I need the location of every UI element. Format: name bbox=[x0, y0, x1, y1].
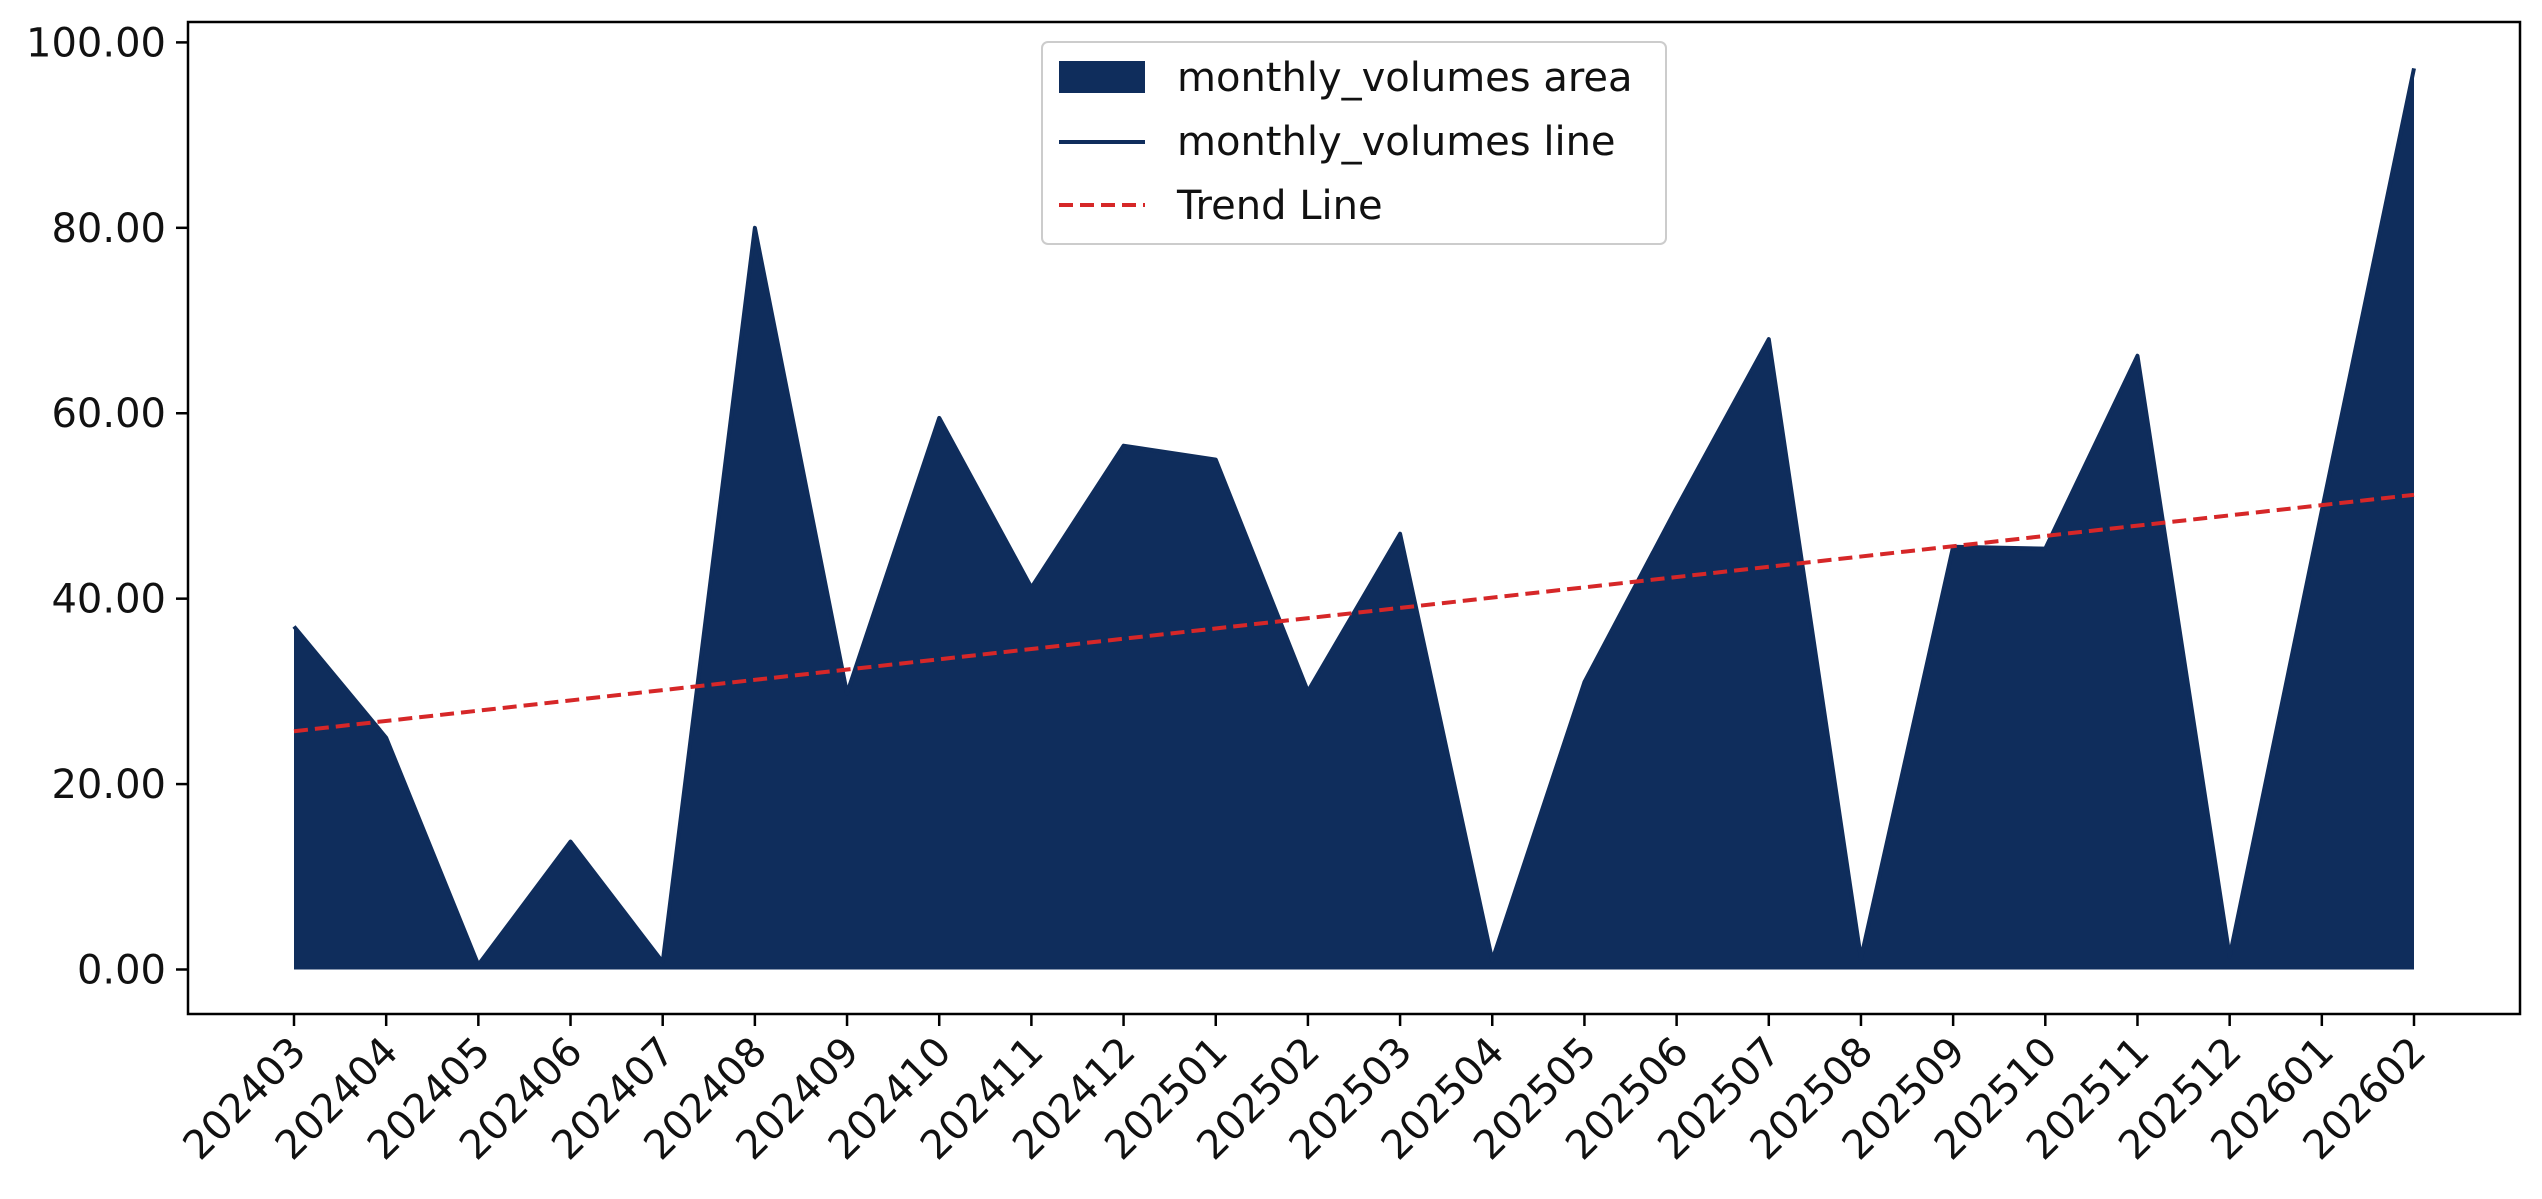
legend-label-line: monthly_volumes line bbox=[1177, 119, 1616, 165]
trend-line bbox=[293, 492, 2415, 734]
plot-frame bbox=[186, 20, 2522, 1016]
y-tick-label: 80.00 bbox=[51, 206, 166, 252]
y-axis: 0.00 20.00 40.00 60.00 80.00 100.00 bbox=[26, 20, 188, 993]
area-layer bbox=[294, 68, 2414, 970]
legend: monthly_volumes area monthly_volumes lin… bbox=[1041, 41, 1667, 245]
legend-area-swatch bbox=[1059, 61, 1145, 93]
area-fill bbox=[294, 68, 2414, 970]
y-tick-label: 20.00 bbox=[51, 762, 166, 808]
legend-label-trend: Trend Line bbox=[1176, 183, 1383, 229]
y-tick-label: 60.00 bbox=[51, 391, 166, 437]
y-tick-label: 40.00 bbox=[51, 577, 166, 623]
y-tick-label: 0.00 bbox=[77, 947, 166, 993]
trend-layer bbox=[293, 492, 2415, 734]
legend-label-area: monthly_volumes area bbox=[1177, 55, 1633, 101]
series-line bbox=[292, 67, 2416, 967]
y-tick-label: 100.00 bbox=[26, 20, 166, 66]
legend-frame bbox=[1041, 41, 1667, 245]
line-layer bbox=[292, 67, 2416, 967]
